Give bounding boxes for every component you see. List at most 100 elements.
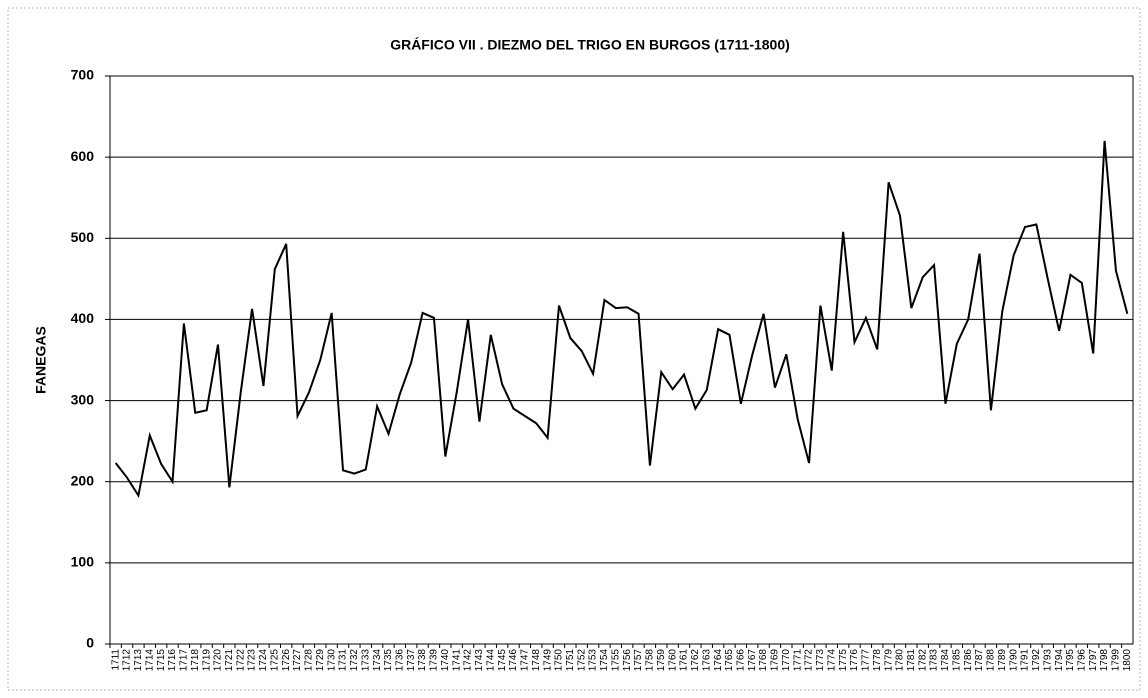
y-tick-label: 0 xyxy=(86,635,94,651)
x-tick-label: 1745 xyxy=(497,649,508,672)
x-tick-label: 1776 xyxy=(849,649,860,672)
x-tick-label: 1721 xyxy=(224,649,235,672)
y-tick-label: 400 xyxy=(71,310,95,326)
x-tick-label: 1782 xyxy=(917,649,928,672)
x-tick-label: 1789 xyxy=(997,649,1008,672)
y-axis-label: FANEGAS xyxy=(33,326,49,394)
x-tick-label: 1777 xyxy=(861,649,872,672)
x-tick-label: 1757 xyxy=(633,649,644,672)
x-tick-label: 1787 xyxy=(974,649,985,672)
x-tick-label: 1775 xyxy=(838,649,849,672)
x-tick-label: 1753 xyxy=(588,649,599,672)
x-tick-label: 1747 xyxy=(520,649,531,672)
x-tick-label: 1728 xyxy=(304,649,315,672)
x-tick-label: 1762 xyxy=(690,649,701,672)
x-tick-label: 1724 xyxy=(258,649,269,672)
x-tick-label: 1744 xyxy=(485,649,496,672)
y-tick-label: 100 xyxy=(71,554,95,570)
y-tick-label: 200 xyxy=(71,472,95,488)
x-tick-label: 1735 xyxy=(383,649,394,672)
x-tick-label: 1731 xyxy=(338,649,349,672)
x-tick-label: 1785 xyxy=(951,649,962,672)
x-tick-label: 1761 xyxy=(679,649,690,672)
x-tick-label: 1739 xyxy=(429,649,440,672)
x-tick-label: 1796 xyxy=(1076,649,1087,672)
x-tick-label: 1729 xyxy=(315,649,326,672)
x-tick-label: 1771 xyxy=(792,649,803,672)
x-tick-label: 1750 xyxy=(554,649,565,672)
x-tick-label: 1726 xyxy=(281,649,292,672)
x-tick-label: 1733 xyxy=(360,649,371,672)
x-tick-label: 1768 xyxy=(758,649,769,672)
x-tick-label: 1711 xyxy=(110,649,121,671)
x-tick-label: 1715 xyxy=(156,649,167,672)
x-tick-label: 1756 xyxy=(622,649,633,672)
x-tick-label: 1763 xyxy=(701,649,712,672)
x-tick-label: 1752 xyxy=(576,649,587,672)
x-tick-label: 1774 xyxy=(826,649,837,672)
x-tick-label: 1718 xyxy=(190,649,201,672)
x-tick-label: 1754 xyxy=(599,649,610,672)
y-tick-label: 600 xyxy=(71,148,95,164)
x-tick-label: 1746 xyxy=(508,649,519,672)
x-tick-label: 1799 xyxy=(1111,649,1122,672)
x-tick-label: 1738 xyxy=(417,649,428,672)
x-tick-label: 1791 xyxy=(1020,649,1031,672)
x-tick-label: 1732 xyxy=(349,649,360,672)
x-tick-label: 1719 xyxy=(201,649,212,672)
x-tick-label: 1766 xyxy=(735,649,746,672)
x-tick-label: 1784 xyxy=(940,649,951,672)
x-tick-label: 1760 xyxy=(667,649,678,672)
x-tick-label: 1765 xyxy=(724,649,735,672)
x-tick-label: 1712 xyxy=(122,649,133,672)
x-tick-label: 1793 xyxy=(1042,649,1053,672)
x-tick-label: 1736 xyxy=(394,649,405,672)
x-tick-label: 1790 xyxy=(1008,649,1019,672)
x-tick-label: 1794 xyxy=(1054,649,1065,672)
x-tick-label: 1767 xyxy=(747,649,758,672)
x-tick-label: 1743 xyxy=(474,649,485,672)
x-tick-label: 1751 xyxy=(565,649,576,672)
x-tick-label: 1788 xyxy=(986,649,997,672)
x-tick-label: 1737 xyxy=(406,649,417,672)
x-tick-label: 1720 xyxy=(213,649,224,672)
x-tick-label: 1792 xyxy=(1031,649,1042,672)
x-tick-label: 1717 xyxy=(179,649,190,672)
x-tick-label: 1786 xyxy=(963,649,974,672)
plot-area xyxy=(109,75,1134,645)
x-tick-label: 1727 xyxy=(292,649,303,672)
x-tick-label: 1730 xyxy=(326,649,337,672)
x-tick-label: 1764 xyxy=(713,649,724,672)
x-tick-label: 1778 xyxy=(872,649,883,672)
x-tick-label: 1783 xyxy=(929,649,940,672)
x-tick-label: 1800 xyxy=(1122,649,1133,672)
x-tick-label: 1797 xyxy=(1088,649,1099,672)
x-tick-label: 1798 xyxy=(1099,649,1110,672)
x-tick-label: 1781 xyxy=(906,649,917,672)
x-tick-label: 1740 xyxy=(440,649,451,672)
x-tick-label: 1734 xyxy=(372,649,383,672)
x-tick-label: 1716 xyxy=(167,649,178,672)
x-tick-label: 1714 xyxy=(144,649,155,672)
x-tick-label: 1742 xyxy=(463,649,474,672)
x-tick-label: 1770 xyxy=(781,649,792,672)
y-tick-label: 700 xyxy=(71,67,95,83)
data-line xyxy=(114,140,1129,499)
x-tick-label: 1795 xyxy=(1065,649,1076,672)
x-tick-label: 1748 xyxy=(531,649,542,672)
x-tick-label: 1769 xyxy=(770,649,781,672)
x-tick-label: 1755 xyxy=(610,649,621,672)
x-tick-label: 1741 xyxy=(451,649,462,672)
x-tick-label: 1779 xyxy=(883,649,894,672)
x-tick-label: 1759 xyxy=(656,649,667,672)
x-tick-label: 1773 xyxy=(815,649,826,672)
chart-title: GRÁFICO VII . DIEZMO DEL TRIGO EN BURGOS… xyxy=(390,37,790,53)
x-tick-label: 1725 xyxy=(269,649,280,672)
x-tick-label: 1723 xyxy=(247,649,258,672)
x-tick-label: 1780 xyxy=(895,649,906,672)
y-tick-label: 300 xyxy=(71,391,95,407)
x-tick-label: 1772 xyxy=(804,649,815,672)
x-tick-label: 1758 xyxy=(645,649,656,672)
x-tick-label: 1722 xyxy=(235,649,246,672)
